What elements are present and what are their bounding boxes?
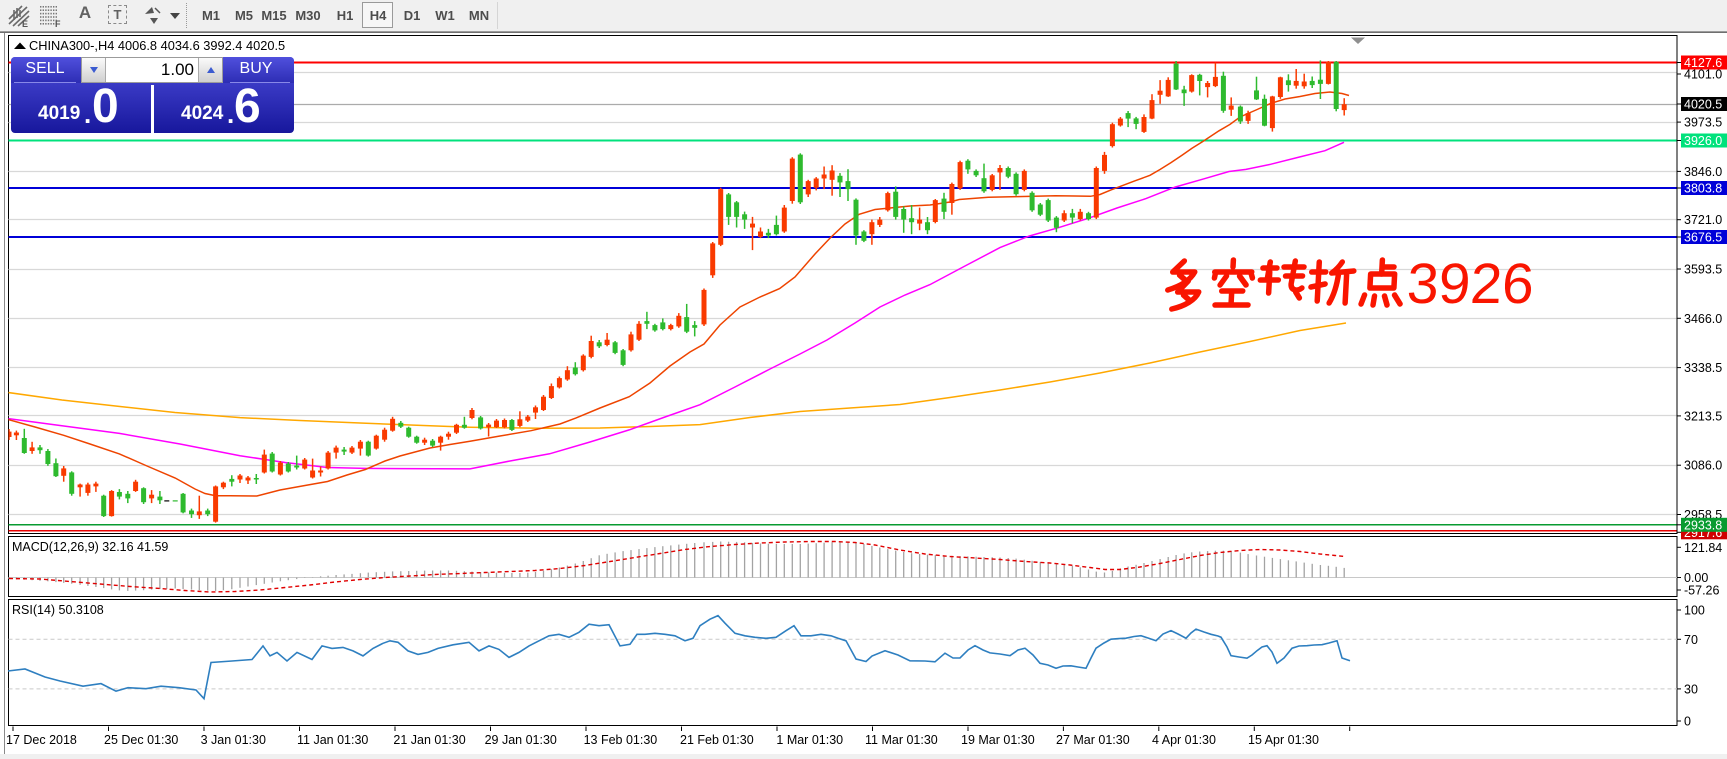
svg-text:121.84: 121.84 [1684,541,1722,555]
svg-text:25 Dec 01:30: 25 Dec 01:30 [104,733,178,747]
svg-text:100: 100 [1684,604,1705,618]
svg-text:11 Jan 01:30: 11 Jan 01:30 [297,733,368,747]
svg-text:3721.0: 3721.0 [1684,213,1722,227]
svg-text:1 Mar 01:30: 1 Mar 01:30 [776,733,843,747]
svg-text:21 Jan 01:30: 21 Jan 01:30 [393,733,465,747]
svg-text:15 Apr 01:30: 15 Apr 01:30 [1248,733,1319,747]
svg-text:3926: 3926 [1405,252,1535,316]
svg-text:19 Mar 01:30: 19 Mar 01:30 [961,733,1035,747]
svg-text:17 Dec 2018: 17 Dec 2018 [6,733,77,747]
svg-text:29 Jan 01:30: 29 Jan 01:30 [485,733,557,747]
svg-text:0.00: 0.00 [1684,571,1708,585]
svg-text:30: 30 [1684,682,1698,696]
svg-text:3676.5: 3676.5 [1684,231,1722,245]
svg-text:21 Feb 01:30: 21 Feb 01:30 [680,733,754,747]
svg-text:13 Feb 01:30: 13 Feb 01:30 [584,733,658,747]
svg-text:RSI(14) 50.3108: RSI(14) 50.3108 [12,603,104,617]
svg-text:MACD(12,26,9) 32.16 41.59: MACD(12,26,9) 32.16 41.59 [12,540,168,554]
svg-text:3 Jan 01:30: 3 Jan 01:30 [201,733,266,747]
svg-text:E: E [22,19,28,28]
svg-text:3086.0: 3086.0 [1684,459,1722,473]
svg-text:3213.5: 3213.5 [1684,409,1722,423]
svg-text:4101.0: 4101.0 [1684,68,1722,82]
svg-text:3593.5: 3593.5 [1684,263,1722,277]
svg-text:3338.5: 3338.5 [1684,361,1722,375]
svg-text:70: 70 [1684,633,1698,647]
svg-text:4 Apr 01:30: 4 Apr 01:30 [1152,733,1216,747]
svg-text:3846.0: 3846.0 [1684,165,1722,179]
svg-text:F: F [55,19,61,28]
svg-text:3466.0: 3466.0 [1684,312,1722,326]
svg-text:0: 0 [1684,715,1691,729]
svg-text:3926.0: 3926.0 [1684,134,1722,148]
svg-text:2933.8: 2933.8 [1684,518,1722,532]
svg-text:3973.5: 3973.5 [1684,116,1722,130]
svg-text:4127.6: 4127.6 [1684,56,1722,70]
svg-text:4020.5: 4020.5 [1684,98,1722,112]
svg-text:27 Mar 01:30: 27 Mar 01:30 [1056,733,1130,747]
svg-text:3803.8: 3803.8 [1684,182,1722,196]
svg-text:CHINA300-,H4 4006.8 4034.6 39: CHINA300-,H4 4006.8 4034.6 3992.4 4020.5 [29,38,285,53]
svg-text:-57.26: -57.26 [1684,584,1719,598]
svg-text:11 Mar 01:30: 11 Mar 01:30 [865,733,938,747]
